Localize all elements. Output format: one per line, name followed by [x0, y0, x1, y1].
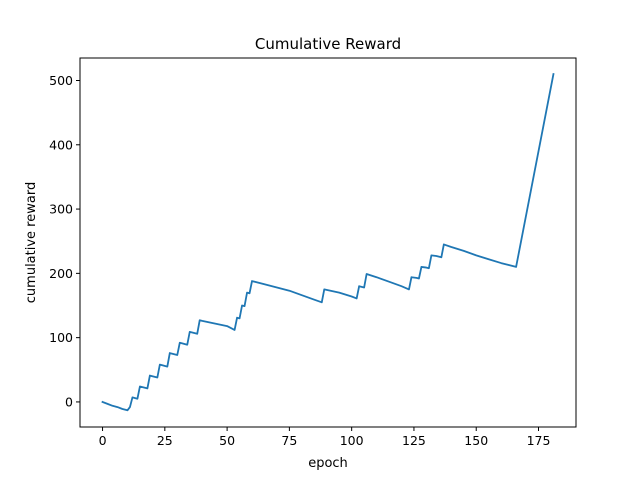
x-axis-label: epoch	[308, 456, 348, 471]
y-tick-label: 400	[49, 137, 73, 152]
y-tick-label: 500	[49, 73, 73, 88]
x-tick-label: 100	[340, 433, 364, 448]
x-axis: 0 25 50 75 100 125 150 175	[99, 427, 551, 448]
series-line	[101, 73, 555, 412]
y-tick-label: 200	[49, 266, 73, 281]
x-tick-label: 50	[219, 433, 235, 448]
plot-frame	[79, 57, 577, 428]
y-tick-label: 300	[49, 202, 73, 217]
x-tick-label: 0	[99, 433, 107, 448]
x-tick-label: 125	[402, 433, 426, 448]
x-tick-label: 25	[157, 433, 173, 448]
x-tick-label: 75	[281, 433, 297, 448]
x-tick-label: 175	[527, 433, 551, 448]
x-tick-label: 150	[464, 433, 488, 448]
chart-title: Cumulative Reward	[255, 35, 401, 53]
y-axis: 0 100 200 300 400 500	[49, 73, 80, 409]
y-tick-label: 0	[65, 394, 73, 409]
y-tick-label: 100	[49, 330, 73, 345]
y-axis-label: cumulative reward	[24, 182, 39, 303]
plot-area: 0 25 50 75 100 125 150 175 0 100 200 300 400 500	[49, 57, 577, 448]
